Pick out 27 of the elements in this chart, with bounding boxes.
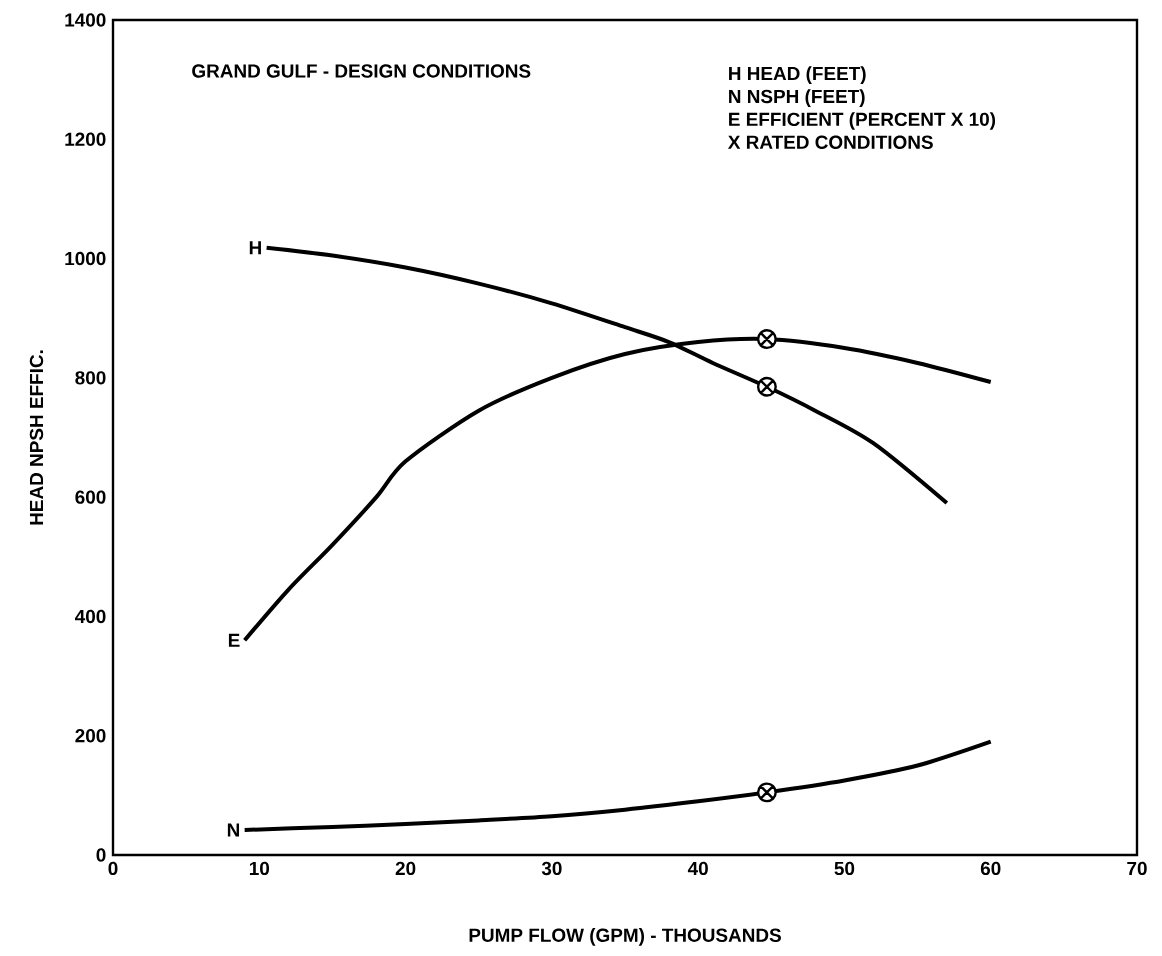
x-tick-label: 40 xyxy=(687,861,708,876)
x-tick-label: 70 xyxy=(1127,861,1147,876)
series-label: N xyxy=(227,823,240,837)
x-tick-label: 60 xyxy=(980,861,1001,876)
annotation: E EFFICIENT (PERCENT X 10) xyxy=(729,112,996,130)
y-tick-label: 600 xyxy=(75,490,106,504)
y-tick-label: 1200 xyxy=(65,132,106,146)
x-tick-label: 10 xyxy=(249,861,270,876)
y-tick-label: 400 xyxy=(74,609,106,624)
x-tick-label: 30 xyxy=(541,861,562,876)
line-series xyxy=(242,739,993,832)
y-axis-title: HEAD NPSH EFFIC. xyxy=(29,350,44,525)
x-tick-label: 20 xyxy=(395,861,416,876)
text: GRAND GULF - DESIGN CONDITIONS xyxy=(192,64,531,78)
x-tick-label: 50 xyxy=(834,861,855,876)
y-tick-label: 1000 xyxy=(65,251,106,266)
y-tick-label: 200 xyxy=(75,729,106,743)
x-tick-label: 0 xyxy=(108,861,118,876)
y-tick-label: 0 xyxy=(96,848,106,862)
annotation: H HEAD (FEET) xyxy=(729,66,866,84)
annotation: X RATED CONDITIONS xyxy=(727,135,933,149)
series-label: E xyxy=(228,633,240,647)
y-tick-label: 800 xyxy=(75,371,106,385)
y-tick-label: 1400 xyxy=(65,13,106,27)
annotation: N NSPH (FEET) xyxy=(729,89,865,107)
x-axis-title: PUMP FLOW (GPM) - THOUSANDS xyxy=(469,928,781,946)
series-label: H xyxy=(249,241,261,255)
